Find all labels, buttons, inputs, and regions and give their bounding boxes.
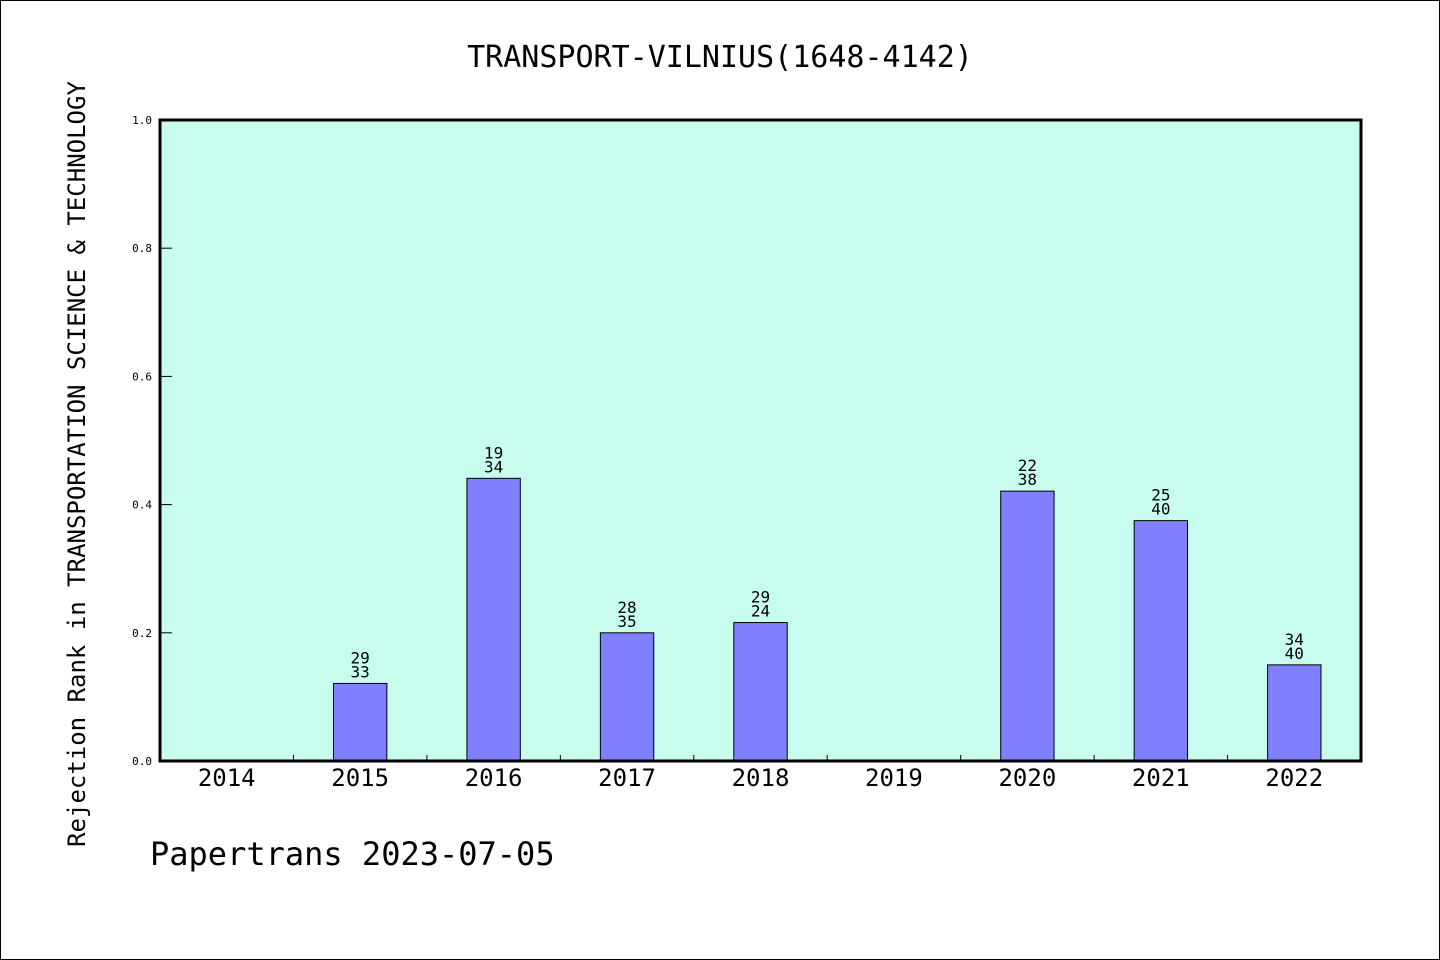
bars-group: [332, 477, 1322, 762]
y-tick-label: 1.0: [132, 114, 152, 127]
bar-2022: [1267, 664, 1322, 762]
x-tick-label: 2015: [331, 764, 389, 792]
chart-title: TRANSPORT-VILNIUS(1648-4142): [467, 40, 973, 75]
x-tick-label: 2021: [1132, 764, 1190, 792]
bar-label-lower: 40: [1151, 500, 1170, 519]
y-tick-label: 0.0: [132, 755, 152, 768]
bar-label-upper: 29: [351, 648, 370, 667]
y-axis-label: Rejection Rank in TRANSPORTATION SCIENCE…: [63, 81, 91, 847]
bar-label-lower: 40: [1285, 644, 1304, 663]
footer-credit: Papertrans 2023-07-05: [150, 835, 555, 873]
bar-2020: [1000, 490, 1055, 762]
bar-label-upper: 19: [484, 443, 503, 462]
y-tick-label: 0.8: [132, 242, 152, 255]
x-tick-label: 2020: [998, 764, 1056, 792]
bar-2016: [466, 477, 521, 762]
bar-2015: [332, 682, 388, 762]
plot-frame: [158, 118, 1363, 763]
y-tick-label: 0.4: [132, 499, 152, 512]
x-tick-label: 2019: [865, 764, 923, 792]
y-tick-label: 0.2: [132, 627, 152, 640]
bar-label-upper: 29: [751, 588, 770, 607]
bar-2021: [1133, 520, 1189, 762]
bar-2017: [599, 632, 655, 762]
bar-label-lower: 38: [1018, 470, 1037, 489]
bar-2018: [733, 622, 788, 762]
x-tick-label: 2018: [732, 764, 790, 792]
x-axis: 2014 2015 2016 2017 2018 2019 2020 2021 2022: [198, 755, 1323, 792]
x-tick-label: 2014: [198, 764, 256, 792]
y-tick-label: 0.6: [132, 370, 152, 383]
bar-label-lower: 35: [617, 612, 636, 631]
x-tick-label: 2017: [598, 764, 656, 792]
bar-label-upper: 25: [1151, 486, 1170, 505]
bar-label-upper: 28: [617, 598, 636, 617]
bar-label-lower: 24: [751, 602, 770, 621]
x-tick-label: 2022: [1265, 764, 1323, 792]
bar-label-upper: 22: [1018, 456, 1037, 475]
bar-label-lower: 34: [484, 457, 503, 476]
bar-label-lower: 33: [351, 662, 370, 681]
bar-label-upper: 34: [1285, 630, 1304, 649]
x-tick-label: 2016: [465, 764, 523, 792]
y-axis: 0.0 0.2 0.4 0.6 0.8 1.0: [132, 114, 172, 768]
